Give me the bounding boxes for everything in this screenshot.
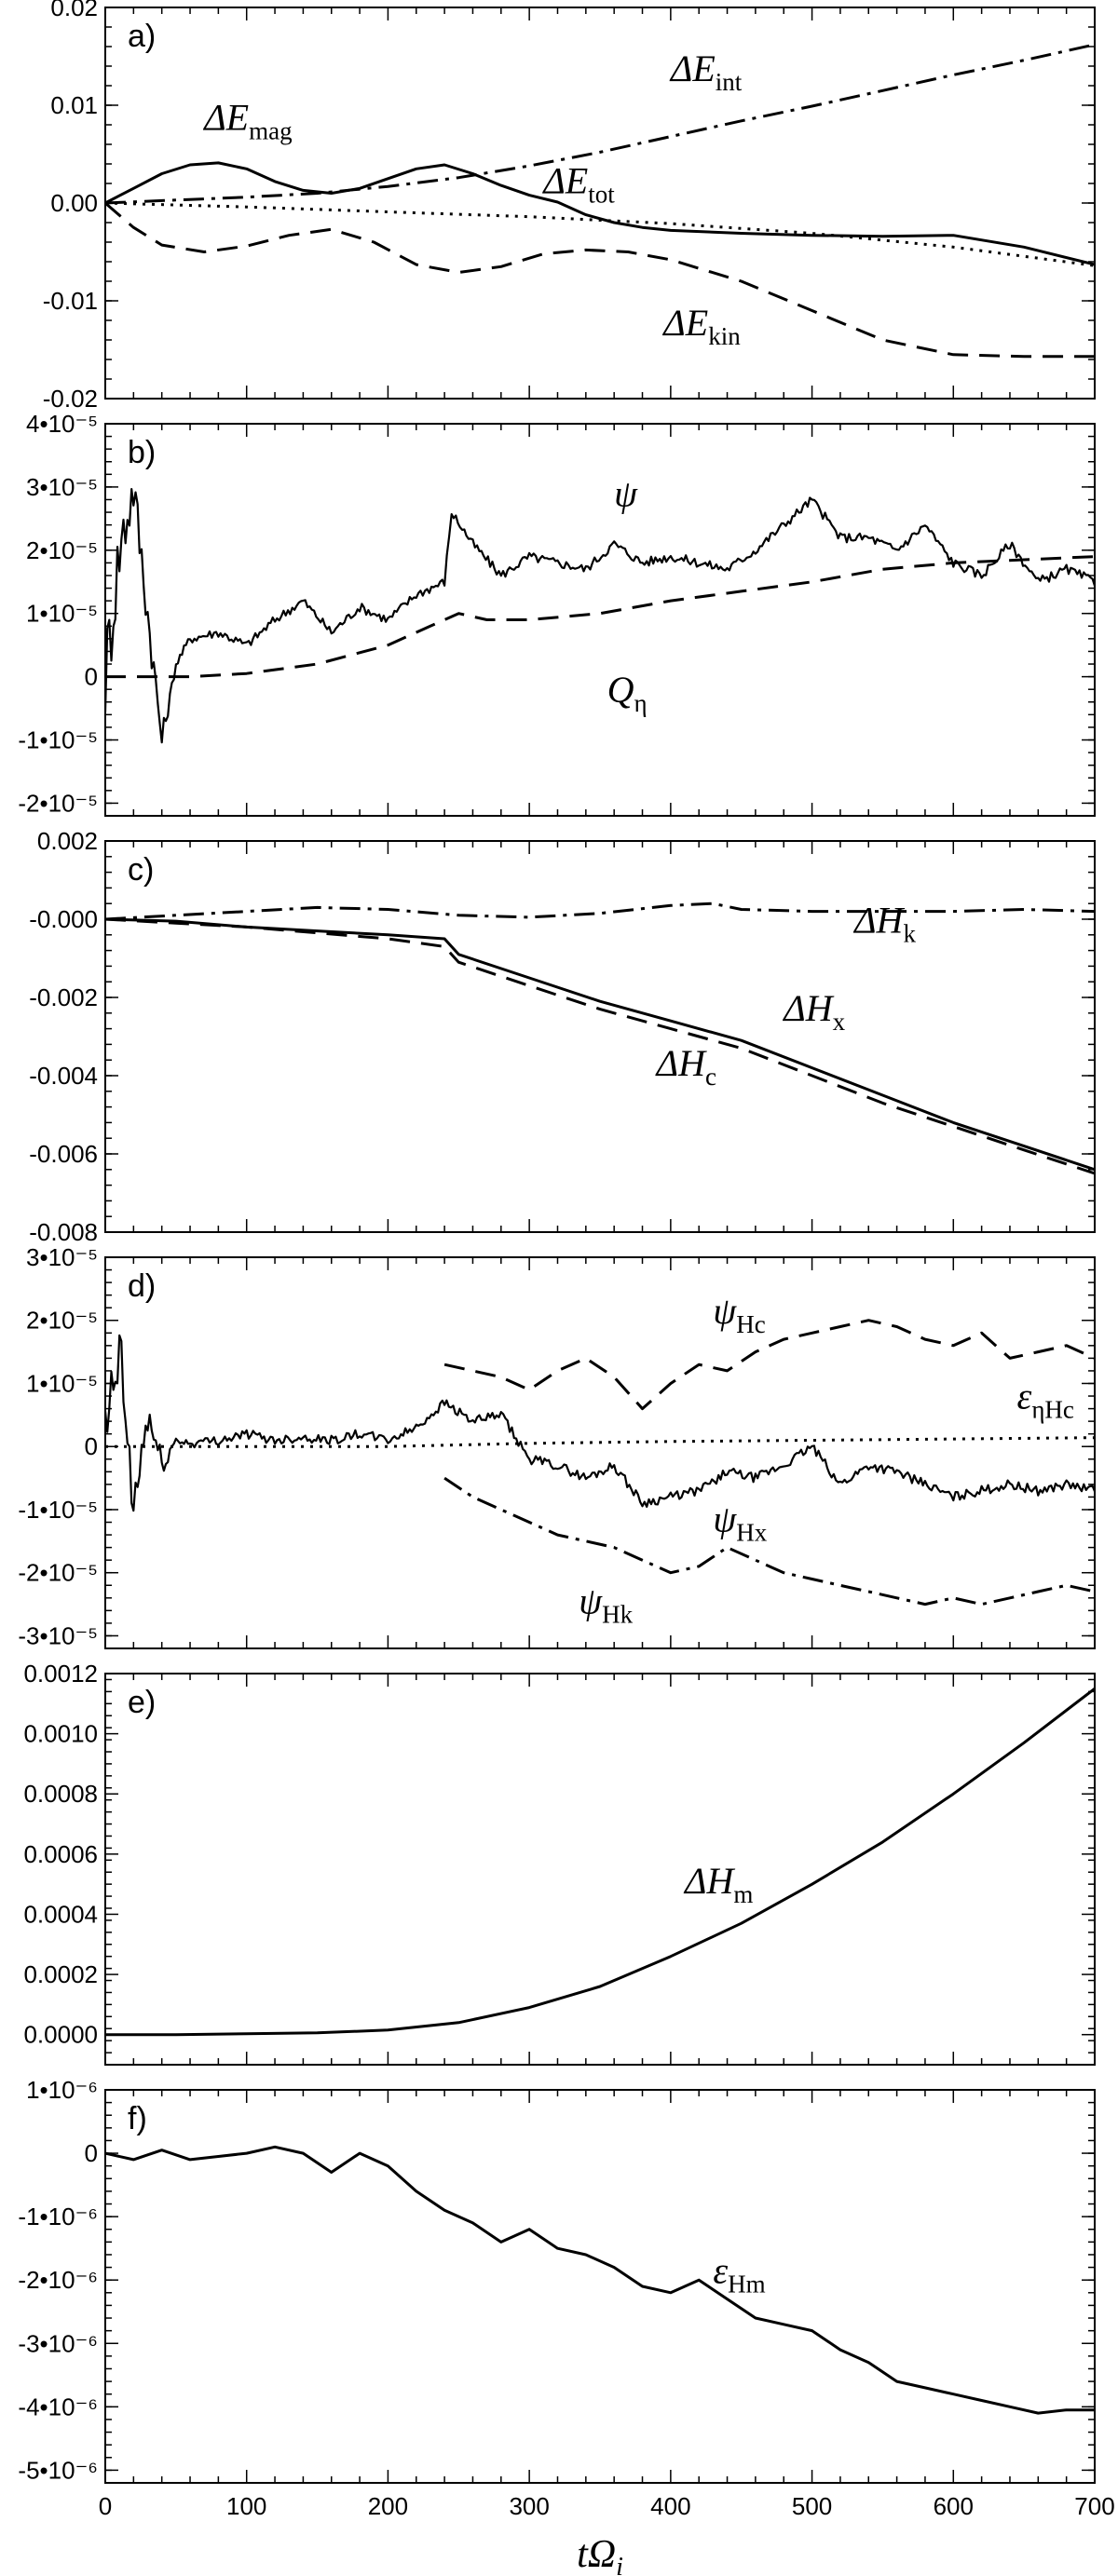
y-tick-label: 0.00 — [50, 189, 98, 217]
series-line-ψ — [105, 488, 1095, 744]
y-tick-label: 3•10⁻⁵ — [26, 1243, 98, 1271]
x-tick-label: 0 — [99, 2492, 112, 2520]
series-line-ε-hm — [105, 2145, 1095, 2415]
y-tick-label: 0.002 — [37, 827, 98, 855]
panel-f: 1•10⁻⁶ 0 -1•10⁻⁶ -2•10⁻⁶ -3•10⁻⁶ -4•10⁻⁶ -5•10… — [18, 2076, 1114, 2520]
y-tick-label: -0.008 — [29, 1218, 98, 1246]
y-tick-label: -0.002 — [29, 983, 98, 1011]
series-line-δh-k — [105, 902, 1095, 921]
panel-label: c) — [128, 852, 154, 888]
annotation-δh-k: ΔHk — [852, 900, 916, 948]
annotation-ψ: ψ — [614, 472, 638, 514]
panel-a: 0.02 0.01 0.00 -0.01 -0.02 a) ΔEmag ΔEint ΔEtot Δ… — [43, 0, 1096, 413]
panel-label: b) — [128, 435, 156, 470]
y-tick-label: 3•10⁻⁵ — [26, 473, 98, 501]
annotation-δe-mag: ΔEmag — [202, 96, 292, 144]
y-tick-label: -2•10⁻⁶ — [18, 2266, 98, 2294]
plot-frame — [104, 1673, 1096, 2066]
y-tick-label: -5•10⁻⁶ — [18, 2456, 98, 2484]
y-tick-label: -4•10⁻⁶ — [18, 2393, 98, 2420]
panel-label: e) — [128, 1685, 156, 1720]
x-tick-label: 400 — [650, 2492, 690, 2520]
plot-frame — [104, 1256, 1096, 1649]
y-tick-label: -2•10⁻⁵ — [18, 789, 98, 817]
x-tick-label: 600 — [934, 2492, 974, 2520]
y-tick-label: 0.0006 — [23, 1840, 98, 1868]
series-line-q-η — [105, 555, 1095, 679]
annotation-ψ-hx: ψHx — [713, 1498, 767, 1547]
series-line-δe-kin — [105, 201, 1095, 359]
panel-c: 0.002 -0.000 -0.002 -0.004 -0.006 -0.008 c) ΔHk… — [29, 827, 1096, 1246]
y-tick-label: 2•10⁻⁵ — [26, 536, 98, 564]
y-tick-label: -1•10⁻⁶ — [18, 2203, 98, 2230]
y-tick-label: 1•10⁻⁶ — [26, 2076, 98, 2104]
y-tick-label: 2•10⁻⁵ — [26, 1307, 98, 1335]
y-tick-label: -3•10⁻⁶ — [18, 2329, 98, 2357]
panel-d: 3•10⁻⁵ 2•10⁻⁵ 1•10⁻⁵ 0 -1•10⁻⁵ -2•10⁻⁵ -3•10⁻⁵… — [18, 1243, 1096, 1649]
y-tick-label: 0.0004 — [23, 1900, 98, 1928]
annotation-q-η: Qη — [607, 669, 648, 717]
series-line-δe-mag — [105, 161, 1095, 266]
annotation-δe-int: ΔEint — [669, 47, 743, 96]
plot-frame — [104, 423, 1096, 817]
annotation-ψ-hc: ψHc — [713, 1290, 765, 1338]
series-line-ε-ηhc — [105, 1436, 1095, 1448]
panel-label: a) — [128, 19, 156, 54]
x-tick-label: 200 — [368, 2492, 408, 2520]
x-tick-label: 300 — [509, 2492, 549, 2520]
y-tick-label: 1•10⁻⁵ — [26, 1369, 98, 1397]
annotation-δh-m: ΔHm — [683, 1860, 753, 1908]
y-tick-label: -0.006 — [29, 1140, 98, 1168]
x-tick-label: 100 — [226, 2492, 266, 2520]
x-tick-label: 500 — [792, 2492, 832, 2520]
annotation-ε-ηhc: εηHc — [1017, 1376, 1074, 1424]
y-tick-label: 4•10⁻⁵ — [26, 410, 98, 438]
annotation-δe-tot: ΔEtot — [541, 160, 615, 209]
annotation-ψ-hk: ψHk — [579, 1580, 633, 1629]
panel-e: 0.0012 0.0010 0.0008 0.0006 0.0004 0.0002 0.00… — [23, 1660, 1096, 2066]
y-tick-label: 0.01 — [50, 91, 98, 119]
series-line-ψ-hk — [443, 1476, 1095, 1607]
series-line-δh-m — [105, 1688, 1095, 2037]
annotation-δe-kin: ΔEkin — [661, 302, 741, 350]
y-tick-label: -0.000 — [29, 905, 98, 933]
y-tick-label: 0.02 — [50, 0, 98, 21]
annotation-δh-x: ΔHx — [782, 987, 845, 1036]
x-axis-label: tΩi — [577, 2533, 623, 2576]
y-tick-label: -0.02 — [43, 385, 98, 413]
series-line-δh-c — [105, 917, 1095, 1175]
series-line-δe-int — [105, 43, 1095, 205]
x-tick-label: 700 — [1074, 2492, 1114, 2520]
panel-label: f) — [128, 2101, 147, 2136]
plot-frame — [104, 2089, 1096, 2484]
y-tick-label: 0.0002 — [23, 1960, 98, 1988]
series-line-δh-x — [105, 917, 1095, 1172]
annotation-ε-hm: εHm — [713, 2250, 765, 2298]
y-tick-label: 0.0008 — [23, 1780, 98, 1808]
y-tick-label: -1•10⁻⁵ — [18, 1496, 98, 1524]
y-tick-label: 0.0012 — [23, 1660, 98, 1688]
y-tick-label: 0 — [85, 2139, 98, 2167]
y-tick-label: -3•10⁻⁵ — [18, 1621, 98, 1649]
panel-label: d) — [128, 1268, 156, 1304]
y-tick-label: -2•10⁻⁵ — [18, 1559, 98, 1587]
y-tick-label: 1•10⁻⁵ — [26, 600, 98, 628]
y-tick-label: -0.01 — [43, 287, 98, 315]
y-tick-label: 0.0000 — [23, 2021, 98, 2049]
series-line-ψ-hc — [443, 1319, 1095, 1411]
plot-frame — [104, 840, 1096, 1233]
series-line-δe-tot — [105, 201, 1095, 267]
annotation-δh-c: ΔHc — [655, 1042, 716, 1091]
y-tick-label: 0.0010 — [23, 1720, 98, 1748]
y-tick-label: -0.004 — [29, 1062, 98, 1090]
y-tick-label: 0 — [85, 663, 98, 691]
y-tick-label: -1•10⁻⁵ — [18, 726, 98, 754]
series-line-ψ-hx — [105, 1334, 1095, 1512]
panel-b: 4•10⁻⁵ 3•10⁻⁵ 2•10⁻⁵ 1•10⁻⁵ 0 -1•10⁻⁵ -2•10⁻⁵ b… — [18, 410, 1096, 817]
y-tick-label: 0 — [85, 1432, 98, 1460]
